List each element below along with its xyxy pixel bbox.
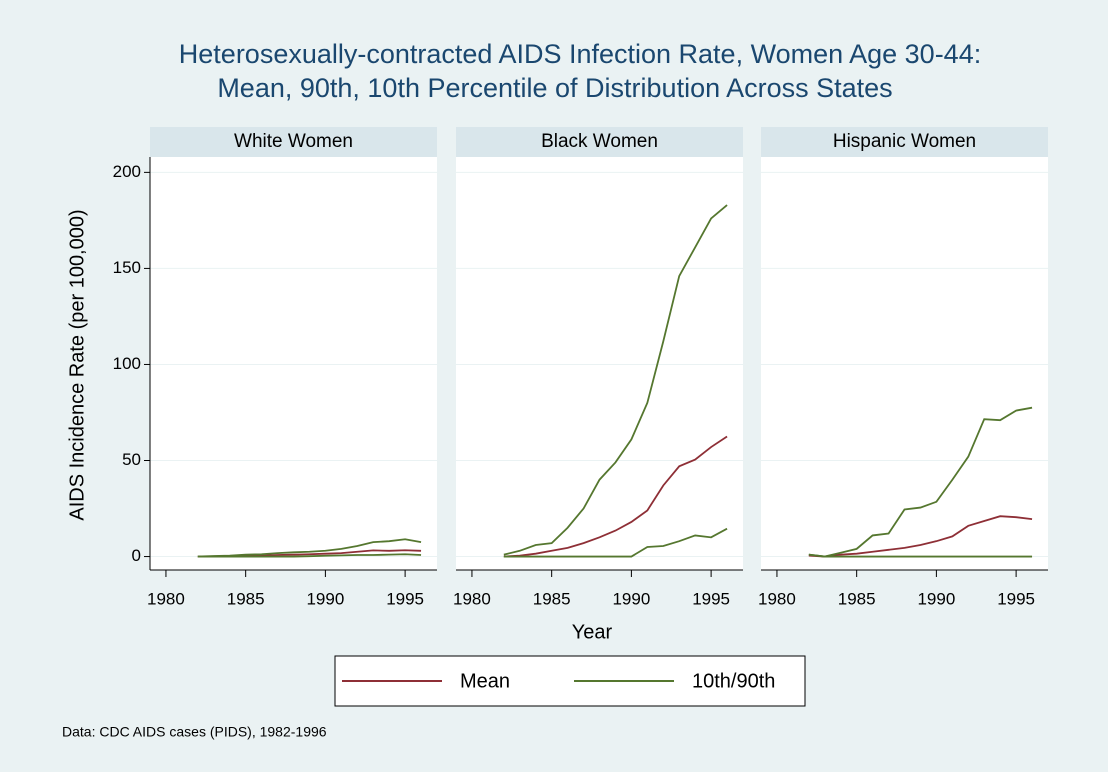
series-line: [503, 435, 728, 558]
series-line: [197, 538, 422, 558]
chart-title: Heterosexually-contracted AIDS Infection…: [179, 39, 981, 69]
x-tick-label: 1985: [533, 589, 571, 608]
series-line: [808, 406, 1033, 558]
x-tick-label: 1990: [306, 589, 344, 608]
series-line: [503, 527, 728, 558]
x-axis-title: Year: [572, 621, 613, 643]
y-axis-title: AIDS Incidence Rate (per 100,000): [66, 209, 88, 520]
plot-area: [150, 157, 437, 570]
y-tick-label: 0: [132, 546, 141, 565]
panel-header: [761, 127, 1048, 157]
x-tick-label: 1980: [453, 589, 491, 608]
y-tick-label: 100: [113, 354, 141, 373]
x-tick-label: 1995: [997, 589, 1035, 608]
series-line: [808, 553, 1033, 558]
x-tick-label: 1995: [386, 589, 424, 608]
series-line: [808, 515, 1033, 558]
legend-label: Mean: [460, 670, 510, 692]
panel-title: Black Women: [541, 131, 658, 152]
x-tick-label: 1985: [838, 589, 876, 608]
chart-title: Mean, 90th, 10th Percentile of Distribut…: [217, 73, 892, 103]
y-tick-label: 50: [122, 450, 141, 469]
x-tick-label: 1990: [917, 589, 955, 608]
panel-header: [456, 127, 743, 157]
x-tick-label: 1990: [612, 589, 650, 608]
x-tick-label: 1995: [692, 589, 730, 608]
x-tick-label: 1980: [147, 589, 185, 608]
plot-area: [456, 157, 743, 570]
note: Data: CDC AIDS cases (PIDS), 1982-1996: [62, 724, 327, 740]
x-tick-label: 1985: [227, 589, 265, 608]
panel-header: [150, 127, 437, 157]
panel-title: Hispanic Women: [833, 131, 976, 152]
panel-title: White Women: [234, 131, 353, 152]
plot-area: [761, 157, 1048, 570]
series-line: [503, 204, 728, 556]
series-line: [197, 553, 422, 558]
legend-label: 10th/90th: [692, 670, 775, 692]
y-tick-label: 150: [113, 258, 141, 277]
x-tick-label: 1980: [758, 589, 796, 608]
y-tick-label: 200: [113, 162, 141, 181]
